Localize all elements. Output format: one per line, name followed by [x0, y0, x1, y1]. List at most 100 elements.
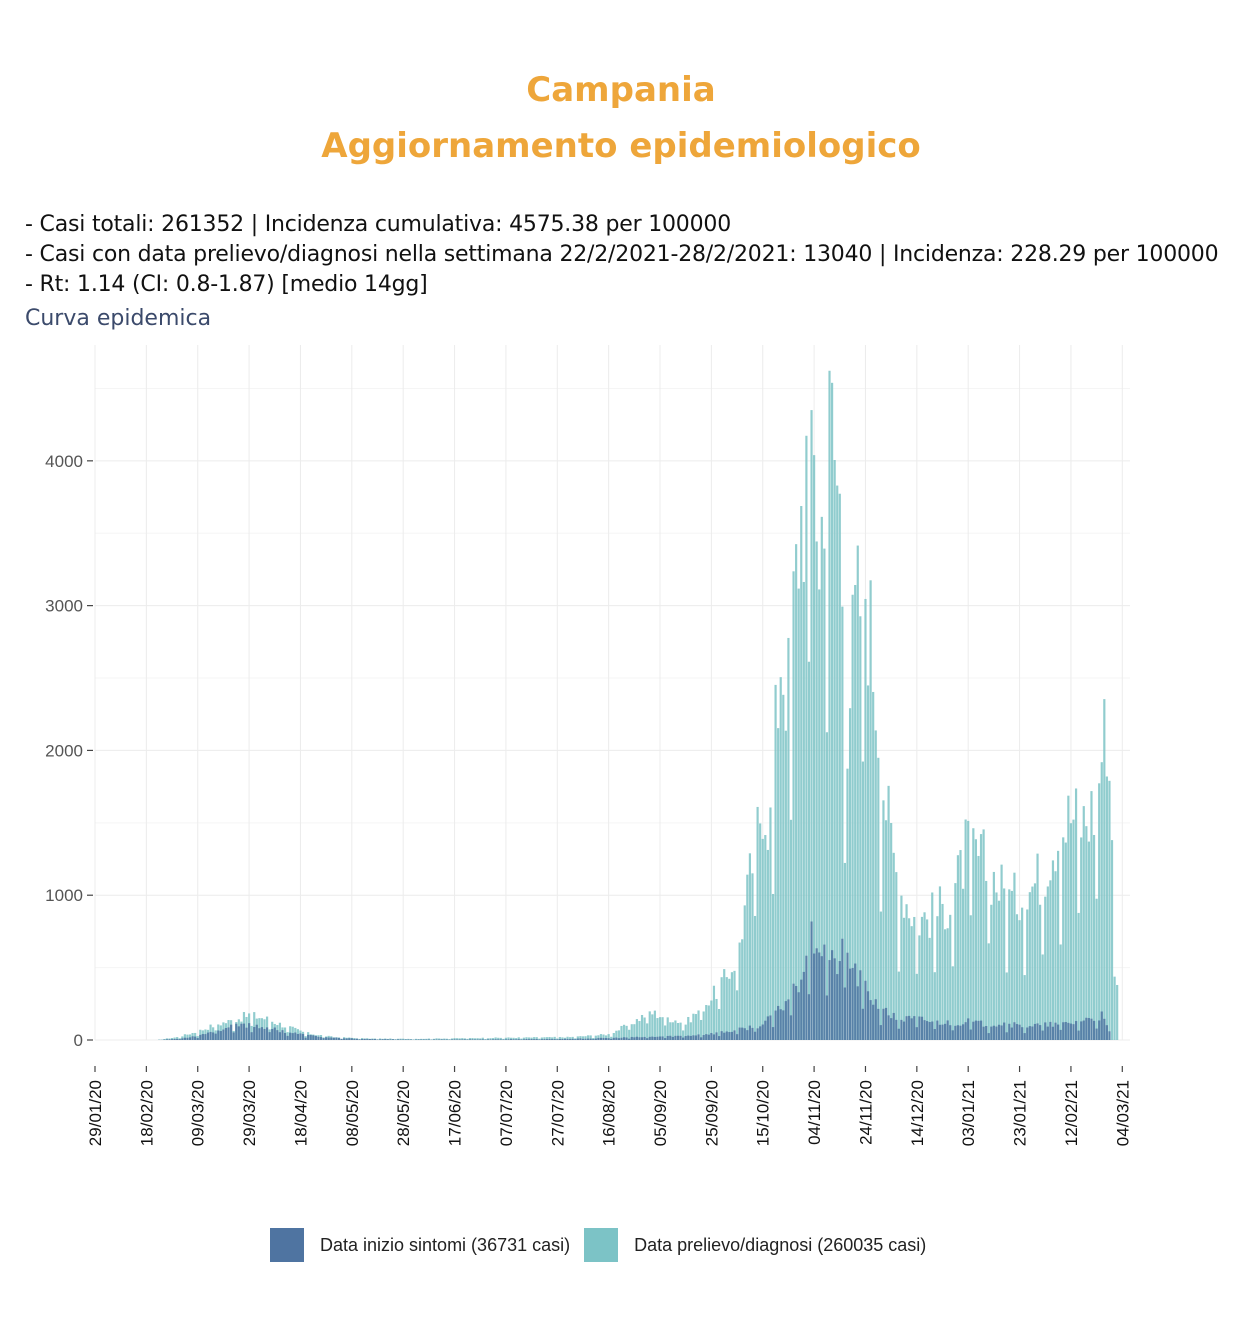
bar-diagnosi: [253, 1012, 256, 1040]
bar-sintomi: [751, 1027, 754, 1040]
bar-sintomi: [1059, 1029, 1062, 1040]
bar-diagnosi: [468, 1038, 472, 1040]
bar-sintomi: [299, 1033, 302, 1040]
bar-sintomi: [997, 1024, 1001, 1040]
bar-sintomi: [833, 958, 836, 1040]
bar-diagnosi: [399, 1038, 402, 1040]
legend-item-sintomi[interactable]: Data inizio sintomi (36731 casi): [270, 1228, 570, 1262]
bar-sintomi: [615, 1037, 618, 1040]
bar-sintomi: [810, 921, 813, 1040]
bar-sintomi: [248, 1023, 251, 1040]
bar-diagnosi: [512, 1037, 515, 1040]
bar-sintomi: [258, 1028, 261, 1040]
bar-diagnosi: [1062, 837, 1065, 1040]
bar-sintomi: [319, 1037, 323, 1040]
bar-sintomi: [260, 1027, 264, 1040]
bar-sintomi: [471, 1039, 474, 1040]
bar-sintomi: [1044, 1022, 1047, 1040]
bar-sintomi: [1062, 1022, 1065, 1040]
bar-sintomi: [813, 953, 816, 1040]
bar-diagnosi: [705, 1005, 708, 1040]
bar-diagnosi: [779, 677, 782, 1040]
bar-diagnosi: [535, 1037, 538, 1040]
bar-diagnosi: [491, 1038, 495, 1040]
bar-sintomi: [1041, 1030, 1044, 1040]
bar-sintomi: [581, 1038, 585, 1040]
bar-sintomi: [255, 1024, 258, 1040]
bar-sintomi: [584, 1038, 587, 1040]
bar-sintomi: [682, 1037, 685, 1040]
bar-diagnosi: [746, 874, 749, 1040]
bar-sintomi: [607, 1038, 610, 1040]
bar-sintomi: [533, 1039, 536, 1040]
bar-sintomi: [556, 1039, 559, 1040]
bar-sintomi: [227, 1027, 230, 1040]
bar-sintomi: [1108, 1031, 1111, 1040]
bar-diagnosi: [720, 977, 723, 1040]
bar-diagnosi: [507, 1037, 510, 1040]
bar-sintomi: [1003, 1022, 1006, 1040]
bar-diagnosi: [918, 935, 921, 1040]
bar-diagnosi: [759, 823, 762, 1040]
bar-diagnosi: [199, 1029, 202, 1040]
bar-sintomi: [204, 1034, 207, 1040]
bar-sintomi: [926, 1021, 929, 1040]
x-tick-label: 12/02/21: [1062, 1080, 1081, 1146]
bar-sintomi: [895, 1019, 898, 1040]
bar-sintomi: [951, 1030, 954, 1040]
bar-diagnosi: [892, 852, 895, 1040]
bar-sintomi: [872, 1004, 875, 1040]
bar-diagnosi: [872, 691, 875, 1040]
bar-sintomi: [805, 955, 808, 1040]
bar-diagnosi: [1098, 783, 1101, 1040]
bar-sintomi: [797, 992, 800, 1040]
bar-diagnosi: [445, 1038, 448, 1040]
bar-diagnosi: [604, 1035, 608, 1040]
bar-diagnosi: [830, 382, 834, 1040]
bar-diagnosi: [638, 1021, 641, 1040]
bar-sintomi: [535, 1039, 538, 1040]
bar-sintomi: [789, 1015, 793, 1040]
bar-diagnosi: [997, 900, 1001, 1040]
bar-sintomi: [743, 1028, 746, 1040]
bar-diagnosi: [527, 1037, 531, 1040]
bar-diagnosi: [1092, 834, 1096, 1040]
bar-diagnosi: [1085, 826, 1088, 1040]
bar-sintomi: [304, 1037, 307, 1040]
bar-sintomi: [196, 1038, 199, 1040]
bar-sintomi: [830, 950, 834, 1040]
bar-sintomi: [617, 1038, 621, 1040]
bar-diagnosi: [602, 1034, 605, 1040]
bar-diagnosi: [432, 1038, 436, 1040]
bar-sintomi: [1105, 1025, 1108, 1040]
bar-diagnosi: [712, 985, 716, 1040]
bar-sintomi: [587, 1038, 590, 1040]
bar-sintomi: [509, 1039, 513, 1040]
bar-sintomi: [671, 1036, 674, 1040]
bar-diagnosi: [717, 1009, 721, 1040]
bar-sintomi: [1082, 1020, 1085, 1040]
epidemic-curve-chart: 0 1000 2000 3000 4000 29/01/20 18/02/20 09/03/…: [45, 345, 1132, 1146]
bar-sintomi: [281, 1030, 284, 1040]
bar-sintomi: [283, 1032, 287, 1040]
bar-diagnosi: [1005, 972, 1008, 1040]
bar-sintomi: [741, 1027, 744, 1040]
legend-item-diagnosi[interactable]: Data prelievo/diagnosi (260035 casi): [584, 1228, 926, 1262]
bar-diagnosi: [728, 978, 731, 1040]
bar-diagnosi: [545, 1037, 549, 1040]
bar-diagnosi: [941, 903, 944, 1040]
bar-diagnosi: [1013, 872, 1016, 1040]
bar-diagnosi: [733, 970, 736, 1040]
bar-diagnosi: [1103, 699, 1106, 1040]
bar-sintomi: [717, 1036, 721, 1040]
bar-diagnosi: [502, 1038, 505, 1040]
bar-diagnosi: [574, 1038, 577, 1040]
bar-diagnosi: [1105, 776, 1108, 1040]
bar-sintomi: [918, 1016, 921, 1040]
bar-diagnosi: [520, 1038, 523, 1040]
bar-diagnosi: [183, 1034, 186, 1040]
bar-sintomi: [1010, 1027, 1013, 1040]
bar-sintomi: [1098, 1020, 1101, 1040]
bar-sintomi: [525, 1039, 528, 1040]
bar-sintomi: [869, 1000, 872, 1040]
